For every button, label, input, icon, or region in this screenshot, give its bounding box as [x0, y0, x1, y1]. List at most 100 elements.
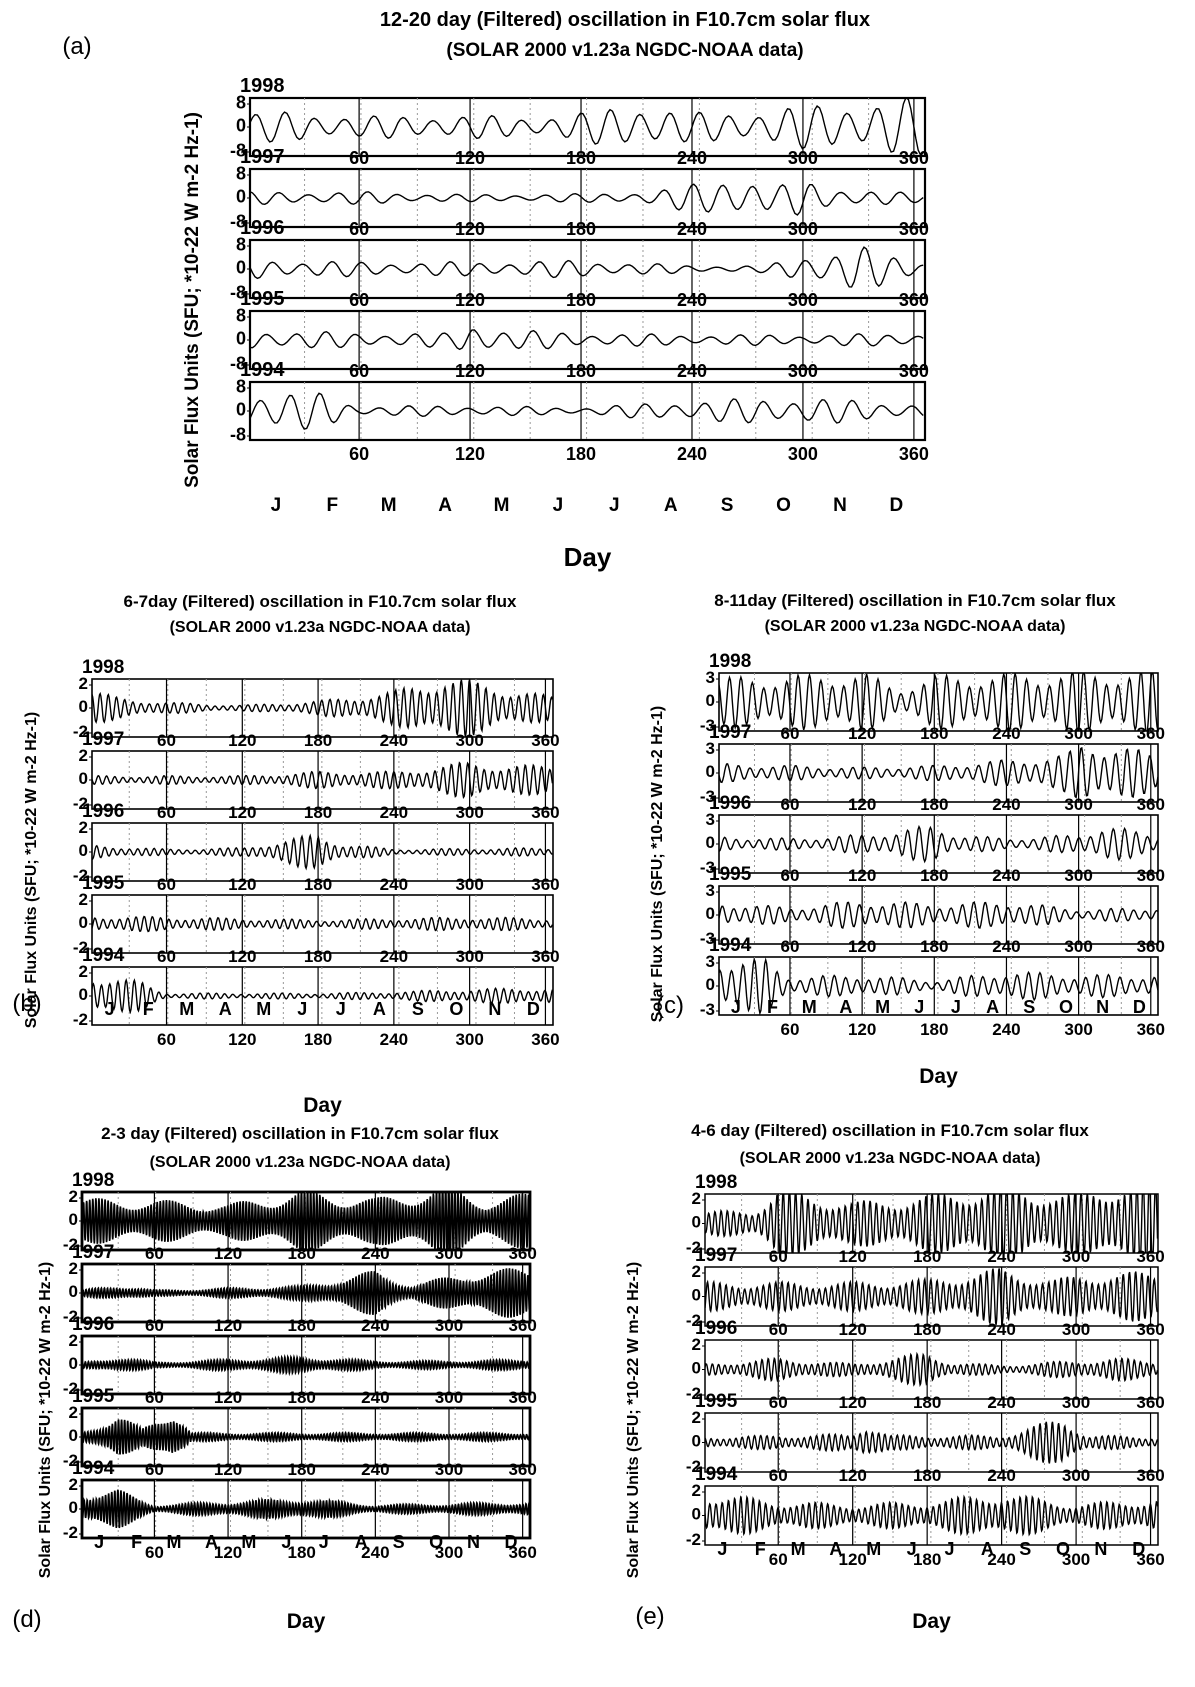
y-axis-label: Solar Flux Units (SFU; *10-22 W m-2 Hz-1… — [37, 1262, 54, 1579]
x-tick-label: 240 — [677, 148, 707, 168]
month-label: D — [1133, 997, 1146, 1017]
chart-title: 12-20 day (Filtered) oscillation in F10.… — [380, 9, 870, 31]
subplot-1994: 3 0 -3 1994 60 120 180 240 300 360 — [700, 935, 1165, 1019]
x-tick-label: 60 — [157, 875, 176, 894]
x-axis-label: Day — [287, 1610, 326, 1633]
x-tick-label: 60 — [781, 724, 800, 743]
month-label: S — [1019, 1539, 1031, 1559]
subplot-1998: 2 0 -2 1998 — [63, 1170, 532, 1254]
x-tick-label-bottom: 240 — [380, 1030, 408, 1049]
chart-subtitle: (SOLAR 2000 v1.23a NGDC-NOAA data) — [170, 619, 471, 636]
x-tick-label: 120 — [848, 795, 876, 814]
month-label: J — [319, 1532, 329, 1552]
year-label: 1998 — [695, 1172, 737, 1193]
y-tick-label: -3 — [700, 858, 715, 877]
x-tick-label-bottom: 120 — [214, 1543, 242, 1562]
year-label: 1994 — [82, 945, 125, 966]
month-label: A — [986, 997, 999, 1017]
month-label: J — [944, 1539, 954, 1559]
x-tick-label: 360 — [1136, 1393, 1164, 1412]
chart-title: 4-6 day (Filtered) oscillation in F10.7c… — [691, 1121, 1089, 1140]
y-tick-label: 3 — [706, 881, 715, 900]
x-tick-label-bottom: 300 — [788, 444, 818, 464]
x-tick-label: 360 — [508, 1388, 536, 1407]
x-tick-label: 300 — [455, 875, 483, 894]
subplot-1996: 2 0 -2 1996 60 120 180 240 300 360 — [73, 801, 560, 885]
month-label: N — [467, 1532, 480, 1552]
x-tick-label: 60 — [145, 1316, 164, 1335]
x-axis-label: Day — [919, 1065, 958, 1088]
series-line-1998 — [719, 673, 1158, 731]
year-label: 1997 — [695, 1245, 737, 1266]
month-label: M — [381, 495, 397, 516]
x-tick-label: 60 — [781, 937, 800, 956]
month-label: J — [336, 999, 346, 1019]
x-tick-label-bottom: 60 — [349, 444, 369, 464]
y-tick-label: 8 — [236, 163, 246, 183]
series-line-1997 — [250, 183, 924, 216]
chart-subtitle: (SOLAR 2000 v1.23a NGDC-NOAA data) — [740, 1150, 1041, 1167]
month-label: O — [1056, 1539, 1070, 1559]
month-label: F — [131, 1532, 142, 1552]
y-tick-label: -2 — [686, 1530, 701, 1549]
x-tick-label: 60 — [145, 1244, 164, 1263]
plot-frame — [704, 1412, 1159, 1473]
x-tick-label: 120 — [848, 724, 876, 743]
x-tick-label: 120 — [839, 1466, 867, 1485]
x-tick-label: 180 — [288, 1244, 316, 1263]
y-tick-label: 3 — [706, 739, 715, 758]
x-tick-label: 180 — [304, 875, 332, 894]
month-label: O — [429, 1532, 443, 1552]
x-tick-label-bottom: 360 — [531, 1030, 559, 1049]
x-tick-label: 60 — [349, 290, 369, 310]
x-axis-label: Day — [564, 542, 612, 572]
x-tick-label-bottom: 240 — [987, 1550, 1015, 1569]
x-tick-label: 300 — [788, 219, 818, 239]
x-tick-label: 120 — [214, 1316, 242, 1335]
series-line-1995 — [82, 1419, 530, 1455]
month-label: J — [609, 495, 620, 516]
x-tick-label: 60 — [349, 148, 369, 168]
subplot-1997: 2 0 -2 1997 60 120 180 240 300 360 — [73, 729, 560, 813]
month-label: J — [907, 1539, 917, 1559]
subplot-1997: 8 0 -8 1997 60 120 180 240 300 360 — [230, 146, 929, 231]
x-tick-label: 120 — [839, 1247, 867, 1266]
month-label: F — [767, 997, 778, 1017]
x-tick-label: 360 — [508, 1460, 536, 1479]
x-tick-label: 120 — [455, 148, 485, 168]
x-tick-label: 240 — [380, 803, 408, 822]
x-tick-label: 360 — [1137, 724, 1165, 743]
x-tick-label: 360 — [531, 803, 559, 822]
plot-frame — [248, 380, 927, 442]
y-tick-label: 0 — [236, 115, 246, 135]
chart-title: 6-7day (Filtered) oscillation in F10.7cm… — [123, 592, 517, 611]
x-tick-label: 240 — [361, 1388, 389, 1407]
month-label: S — [721, 495, 734, 516]
month-label: J — [717, 1539, 727, 1559]
x-tick-label: 60 — [769, 1320, 788, 1339]
subplot-1995: 8 0 -8 1995 60 120 180 240 300 360 — [230, 288, 929, 373]
y-tick-label: -3 — [700, 716, 715, 735]
x-tick-label-bottom: 60 — [145, 1543, 164, 1562]
x-tick-label: 360 — [508, 1244, 536, 1263]
subplot-1996: 2 0 -2 1996 60 120 180 240 300 360 — [686, 1318, 1165, 1403]
month-label: M — [866, 1539, 881, 1559]
month-label: M — [875, 997, 890, 1017]
series-line-1998 — [92, 679, 553, 737]
y-tick-label: -2 — [63, 1451, 78, 1470]
series-line-1996 — [719, 824, 1158, 864]
subplot-1996: 8 0 -8 1996 60 120 180 240 300 360 — [230, 217, 929, 302]
month-label: S — [412, 999, 424, 1019]
x-tick-label: 300 — [1064, 724, 1092, 743]
x-tick-label: 120 — [839, 1320, 867, 1339]
series-line-1997 — [719, 746, 1158, 799]
x-tick-label: 240 — [361, 1244, 389, 1263]
y-tick-label: 2 — [69, 1331, 78, 1350]
x-tick-label-bottom: 180 — [566, 444, 596, 464]
series-line-1994 — [92, 977, 553, 1015]
x-tick-label: 180 — [913, 1466, 941, 1485]
year-label: 1998 — [72, 1170, 114, 1191]
subplot-1997: 2 0 -2 1997 60 120 180 240 300 360 — [63, 1242, 537, 1326]
x-tick-label: 120 — [214, 1388, 242, 1407]
